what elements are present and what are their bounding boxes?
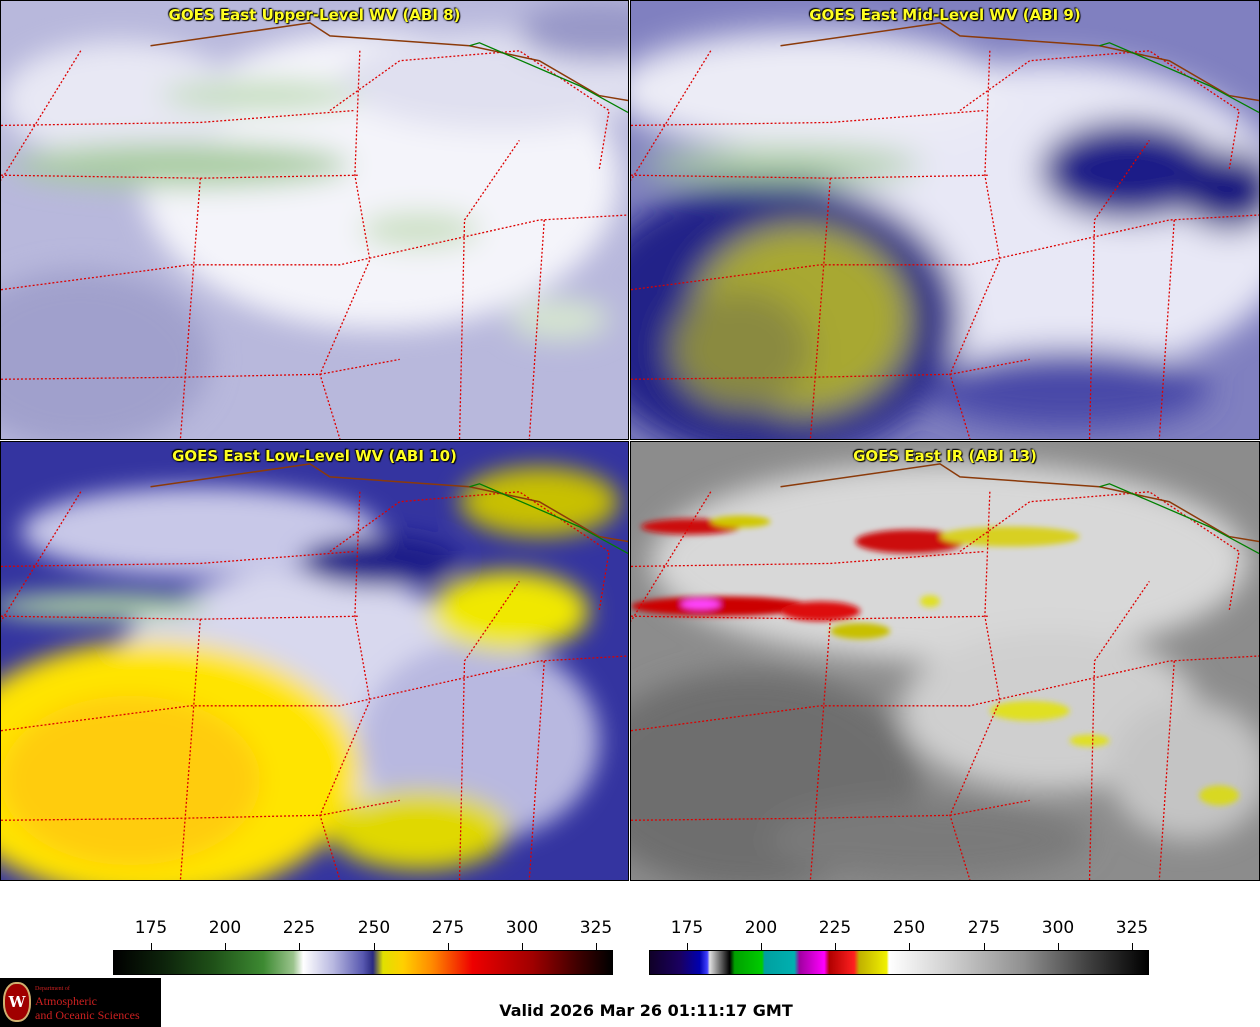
low-level-wv-panel: GOES East Low-Level WV (ABI 10) <box>0 441 629 881</box>
panel-title: GOES East Mid-Level WV (ABI 9) <box>809 6 1081 24</box>
colorbar-right-tickmark <box>909 943 910 950</box>
logo-department: Department of <box>35 986 70 992</box>
colorbar-left-tickmark <box>151 943 152 950</box>
colorbar-left-tick: 250 <box>357 918 391 938</box>
colorbar-right-tick: 250 <box>892 918 926 938</box>
colorbar-right-tickmark <box>687 943 688 950</box>
colorbar-left-tickmark <box>596 943 597 950</box>
low-level-wv-image <box>1 442 628 880</box>
ir-panel: GOES East IR (ABI 13) <box>630 441 1260 881</box>
colorbar-left-tickmark <box>374 943 375 950</box>
aos-logo: W Department of Atmospheric and Oceanic … <box>0 978 161 1027</box>
seal-letter: W <box>8 993 26 1011</box>
colorbar-right-tickmark <box>761 943 762 950</box>
mid-level-wv-panel: GOES East Mid-Level WV (ABI 9) <box>630 0 1260 440</box>
upper-level-wv-panel: GOES East Upper-Level WV (ABI 8) <box>0 0 629 440</box>
ir-image <box>631 442 1259 880</box>
colorbar-right-tickmark <box>1132 943 1133 950</box>
colorbar-right-tick: 175 <box>670 918 704 938</box>
colorbar-left-tick: 175 <box>134 918 168 938</box>
mid-level-wv-image <box>631 1 1259 439</box>
upper-level-wv-image <box>1 1 628 439</box>
colorbar-left-tick: 275 <box>431 918 465 938</box>
colorbar-right-tick: 325 <box>1115 918 1149 938</box>
logo-line1: Atmospheric <box>35 994 97 1008</box>
logo-line2: and Oceanic Sciences <box>35 1008 140 1022</box>
colorbar-right-tickmark <box>835 943 836 950</box>
colorbar-right-tickmark <box>984 943 985 950</box>
colorbar-left-tick: 300 <box>505 918 539 938</box>
colorbar-left-tick: 325 <box>579 918 613 938</box>
colorbar-left-tick: 200 <box>208 918 242 938</box>
colorbar-right-tick: 200 <box>744 918 778 938</box>
panel-title: GOES East IR (ABI 13) <box>853 447 1037 465</box>
uw-seal-icon: W <box>3 982 31 1022</box>
colorbar-left-tickmark <box>299 943 300 950</box>
panel-title: GOES East Upper-Level WV (ABI 8) <box>168 6 461 24</box>
colorbar-right-tickmark <box>1058 943 1059 950</box>
colorbar-left-tickmark <box>448 943 449 950</box>
colorbar-right-tick: 225 <box>818 918 852 938</box>
colorbar-right-tick: 275 <box>967 918 1001 938</box>
colorbar-water-vapor <box>113 950 613 975</box>
panel-title: GOES East Low-Level WV (ABI 10) <box>172 447 457 465</box>
colorbar-left-tick: 225 <box>282 918 316 938</box>
colorbar-left-tickmark <box>522 943 523 950</box>
valid-time-label: Valid 2026 Mar 26 01:11:17 GMT <box>499 1001 793 1020</box>
colorbar-right-tick: 300 <box>1041 918 1075 938</box>
colorbar-infrared <box>649 950 1149 975</box>
colorbar-left-tickmark <box>225 943 226 950</box>
